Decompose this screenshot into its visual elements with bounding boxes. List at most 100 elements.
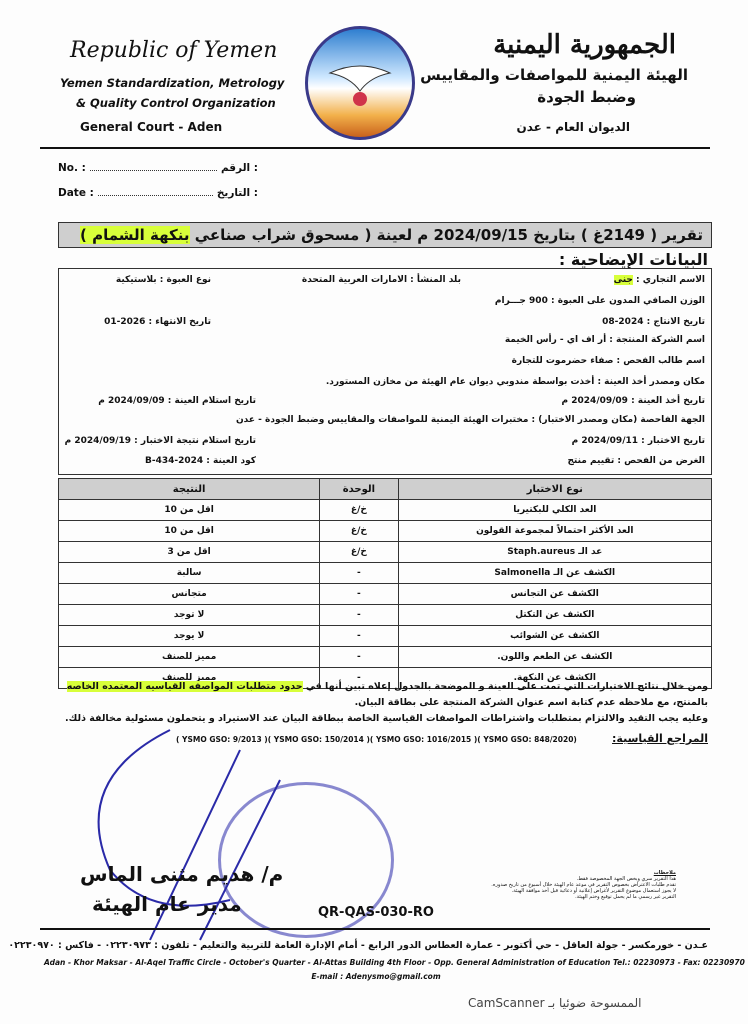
origin: بلد المنشأ : الامارات العربية المتحدة: [301, 275, 461, 285]
conclusion-line-1: ومن خلال نتائج الاختبارات التي تمت على ا…: [66, 681, 708, 692]
cell-result: سالبة: [57, 562, 321, 584]
cell-result: مميز للصنف: [57, 646, 321, 668]
cell-test: الكشف عن التكتل: [397, 604, 713, 626]
signatory-title: مدير عام الهيئة: [92, 892, 242, 916]
requester: اسم طالب الفحص : صفاء حضرموت للتجارة: [511, 356, 705, 366]
office-ar: الديوان العام - عدن: [516, 120, 630, 134]
republic-title-ar: الجمهورية اليمنية: [493, 30, 676, 60]
sampling-place: مكان ومصدر أخذ العينة : أخذت بواسطة مندو…: [325, 377, 705, 387]
header-test-type: نوع الاختبار: [397, 478, 713, 500]
net-weight: الوزن الصافي المدون على العبوة : 900 جــ…: [494, 296, 705, 306]
form-code: QR-QAS-030-RO: [318, 905, 434, 920]
receipt-date: تاريخ استلام العينة : 2024/09/09 م: [98, 396, 256, 406]
sample-info-box: الاسم التجاري : جنى بلد المنشأ : الامارا…: [58, 268, 712, 475]
cell-test: الكشف عن الشوائب: [397, 625, 713, 647]
cell-result: اقل من 10: [57, 499, 321, 521]
cell-unit: -: [319, 583, 399, 605]
date-label-en: Date :: [58, 187, 94, 199]
footer-divider: [40, 928, 710, 930]
expiry-date: تاريخ الانتهاء : 2026-01: [104, 317, 211, 327]
dove-emblem-icon: [328, 65, 392, 106]
cell-test: العد الأكثر احتمالاً لمجموعة القولون: [397, 520, 713, 542]
conclusion-highlight: حدود متطلبات المواصفه القياسيه المعتمده …: [66, 681, 303, 692]
testing-lab: الجهة الفاحصة (مكان ومصدر الاختبار) : مخ…: [236, 415, 705, 425]
sampling-date: تاريخ أخذ العينة : 2024/09/09 م: [561, 396, 705, 406]
cell-test: الكشف عن التجانس: [397, 583, 713, 605]
conclusion-line-3: وعليه يجب التقيد والالتزام بمتطلبات واشت…: [65, 713, 708, 724]
cell-unit: -: [319, 646, 399, 668]
signatory-name: م/ هديم مثنى الماس: [80, 862, 284, 886]
cell-unit: خ/غ: [319, 520, 399, 542]
test-purpose: الغرض من الفحص : تقييم منتج: [567, 456, 705, 466]
organization-logo: [305, 26, 415, 140]
conclusion-line-2: بالمنتج، مع ملاحظه عدم كتابة اسم عنوان ا…: [354, 697, 708, 708]
test-date: تاريخ الاختبار : 2024/09/11 م: [571, 436, 705, 446]
table-row: الكشف عن الطعم واللون. - مميز للصنف: [57, 646, 713, 668]
header-unit: الوحدة: [319, 478, 399, 500]
report-title: تقرير ( 2149غ ) بتاريخ 2024/09/15 م لعين…: [58, 222, 712, 248]
cell-unit: خ/غ: [319, 541, 399, 563]
org-name-ar-2: وضبط الجودة: [537, 88, 636, 106]
notes-block: ملاحظات هذا التقرير سري ويخص الجهة المخص…: [426, 870, 676, 900]
org-name-en-1: Yemen Standardization, Metrology: [60, 76, 285, 90]
cell-test: عد الـ Staph.aureus: [397, 541, 713, 563]
table-header-row: نوع الاختبار الوحدة النتيجة: [57, 478, 713, 500]
cell-unit: خ/غ: [319, 499, 399, 521]
org-name-en-2: & Quality Control Organization: [76, 96, 276, 110]
date-field: Date : التاريخ :: [58, 187, 258, 199]
cell-unit: -: [319, 625, 399, 647]
cell-result: متجانس: [57, 583, 321, 605]
section-subtitle: البيانات الإيضاحية :: [558, 250, 708, 269]
signature-scribble-icon: [97, 729, 281, 941]
header-result: النتيجة: [57, 478, 321, 500]
no-label-en: No. :: [58, 162, 86, 174]
notes-title: ملاحظات: [653, 870, 676, 876]
cell-result: اقل من 3: [57, 541, 321, 563]
cell-unit: -: [319, 667, 399, 689]
cell-result: لا توجد: [57, 604, 321, 626]
republic-title-en: Republic of Yemen: [70, 38, 278, 63]
cell-unit: -: [319, 562, 399, 584]
table-row: الكشف عن النكهة. - مميز للصنف: [57, 667, 713, 689]
cell-test: الكشف عن الـ Salmonella: [397, 562, 713, 584]
trade-name-label: الاسم التجاري :: [632, 275, 705, 285]
org-name-ar-1: الهيئة اليمنية للمواصفات والمقاييس: [420, 66, 688, 84]
trade-name: الاسم التجاري : جنى: [613, 275, 705, 285]
cell-unit: -: [319, 604, 399, 626]
note-line: التقرير غير رسمي ما لم يحمل توقيع وختم ا…: [575, 894, 676, 900]
table-row: الكشف عن الـ Salmonella - سالبة: [57, 562, 713, 584]
sample-code: كود العينة : B-434-2024: [144, 456, 256, 466]
official-stamp: [218, 782, 394, 938]
table-row: العد الأكثر احتمالاً لمجموعة القولون خ/غ ا…: [57, 520, 713, 542]
conclusion-text: ومن خلال نتائج الاختبارات التي تمت على ا…: [302, 681, 708, 692]
result-receipt-date: تاريخ استلام نتيجة الاختبار : 2024/09/19…: [64, 436, 256, 446]
table-row: الكشف عن الشوائب - لا يوجد: [57, 625, 713, 647]
table-row: الكشف عن التجانس - متجانس: [57, 583, 713, 605]
footer-address-ar: عـدن - خورمكسر - جولة العاقل - حي أكتوبر…: [8, 940, 708, 951]
table-row: الكشف عن التكتل - لا توجد: [57, 604, 713, 626]
cell-test: العد الكلي للبكتيريا: [397, 499, 713, 521]
references-list: ( YSMO GSO: 9/2013 )( YSMO GSO: 150/2014…: [176, 735, 577, 744]
footer-email: E-mail : Adenysmo@gmail.com: [311, 972, 441, 981]
footer-address-en: Adan - Khor Maksar - Al-Aqel Traffic Cir…: [44, 958, 745, 967]
table-row: العد الكلي للبكتيريا خ/غ اقل من 10: [57, 499, 713, 521]
cell-test: الكشف عن النكهة.: [397, 667, 713, 689]
trade-name-value: جنى: [613, 275, 633, 285]
note-line: لا يجوز استعمال موضوع التقرير لأغراض إعل…: [511, 888, 676, 894]
table-row: عد الـ Staph.aureus خ/غ اقل من 3: [57, 541, 713, 563]
office-en: General Court - Aden: [80, 120, 223, 134]
package-type: نوع العبوة : بلاستيكية: [115, 275, 211, 285]
production-date: تاريخ الانتاج : 2024-08: [602, 317, 705, 327]
date-label-ar: التاريخ :: [216, 187, 258, 199]
no-label-ar: الرقم :: [220, 162, 258, 174]
header-divider: [40, 147, 710, 149]
cell-result: لا يوجد: [57, 625, 321, 647]
note-line: تقدم طلبات الاعتراض بخصوص التقرير في موع…: [491, 882, 676, 888]
manufacturer: اسم الشركة المنتجة : أر اف اي - رأس الخي…: [504, 335, 705, 345]
note-line: هذا التقرير سري ويخص الجهة المخصوصة فقط.: [576, 876, 676, 882]
report-title-highlight: بنكهة الشمام ): [80, 226, 190, 244]
references-label: المراجع القياسية:: [612, 732, 708, 745]
cell-result: اقل من 10: [57, 520, 321, 542]
report-title-text: تقرير ( 2149غ ) بتاريخ 2024/09/15 م لعين…: [189, 226, 703, 244]
